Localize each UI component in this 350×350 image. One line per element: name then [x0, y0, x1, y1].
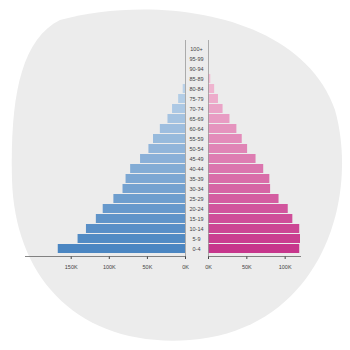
svg-text:35-39: 35-39 — [189, 176, 203, 182]
svg-text:50K: 50K — [143, 264, 153, 270]
svg-text:80-84: 80-84 — [189, 86, 203, 92]
svg-text:50K: 50K — [242, 264, 252, 270]
svg-text:15-19: 15-19 — [189, 216, 203, 222]
svg-text:100+: 100+ — [190, 46, 202, 52]
svg-text:75-79: 75-79 — [189, 96, 203, 102]
svg-text:70-74: 70-74 — [189, 106, 203, 112]
svg-text:85-89: 85-89 — [189, 76, 203, 82]
svg-text:90-94: 90-94 — [189, 66, 203, 72]
svg-text:0-4: 0-4 — [193, 246, 201, 252]
svg-text:60-64: 60-64 — [189, 126, 203, 132]
svg-text:150K: 150K — [65, 264, 78, 270]
svg-text:5-9: 5-9 — [193, 236, 201, 242]
svg-text:100K: 100K — [279, 264, 292, 270]
svg-text:10-14: 10-14 — [189, 226, 203, 232]
svg-text:95-99: 95-99 — [189, 56, 203, 62]
svg-text:0K: 0K — [182, 264, 189, 270]
svg-text:25-29: 25-29 — [189, 196, 203, 202]
svg-text:40-44: 40-44 — [189, 166, 203, 172]
svg-text:50-54: 50-54 — [189, 146, 203, 152]
svg-text:20-24: 20-24 — [189, 206, 203, 212]
svg-text:45-49: 45-49 — [189, 156, 203, 162]
svg-text:65-69: 65-69 — [189, 116, 203, 122]
svg-text:0K: 0K — [205, 264, 212, 270]
svg-text:55-59: 55-59 — [189, 136, 203, 142]
svg-text:100K: 100K — [103, 264, 116, 270]
svg-text:30-34: 30-34 — [189, 186, 203, 192]
